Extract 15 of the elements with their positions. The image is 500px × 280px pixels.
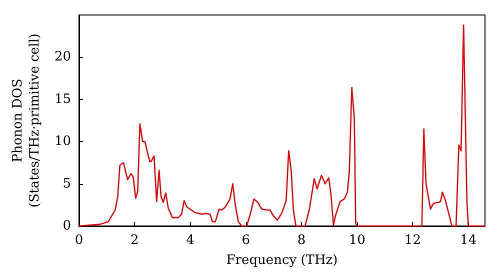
y-tick-label: 0 (62, 218, 71, 234)
x-tick-label: 10 (348, 233, 366, 248)
x-tick-label: 4 (186, 233, 194, 248)
x-tick-label: 0 (74, 233, 84, 248)
y-tick-label: 15 (54, 92, 71, 107)
y-tick-label: 5 (62, 176, 71, 192)
x-axis-title: Frequency (THz) (226, 253, 338, 268)
y-tick-label: 10 (54, 134, 71, 150)
y-axis-title: Phonon DOS (States/THz·primitive cell) (10, 33, 43, 208)
y-tick-label: 20 (54, 50, 71, 65)
x-tick-label: 12 (404, 233, 421, 248)
x-tick-label: 2 (130, 233, 139, 248)
x-tick-label: 8 (297, 233, 306, 248)
x-tick-label: 6 (242, 233, 250, 248)
x-tick-label: 14 (460, 233, 477, 248)
